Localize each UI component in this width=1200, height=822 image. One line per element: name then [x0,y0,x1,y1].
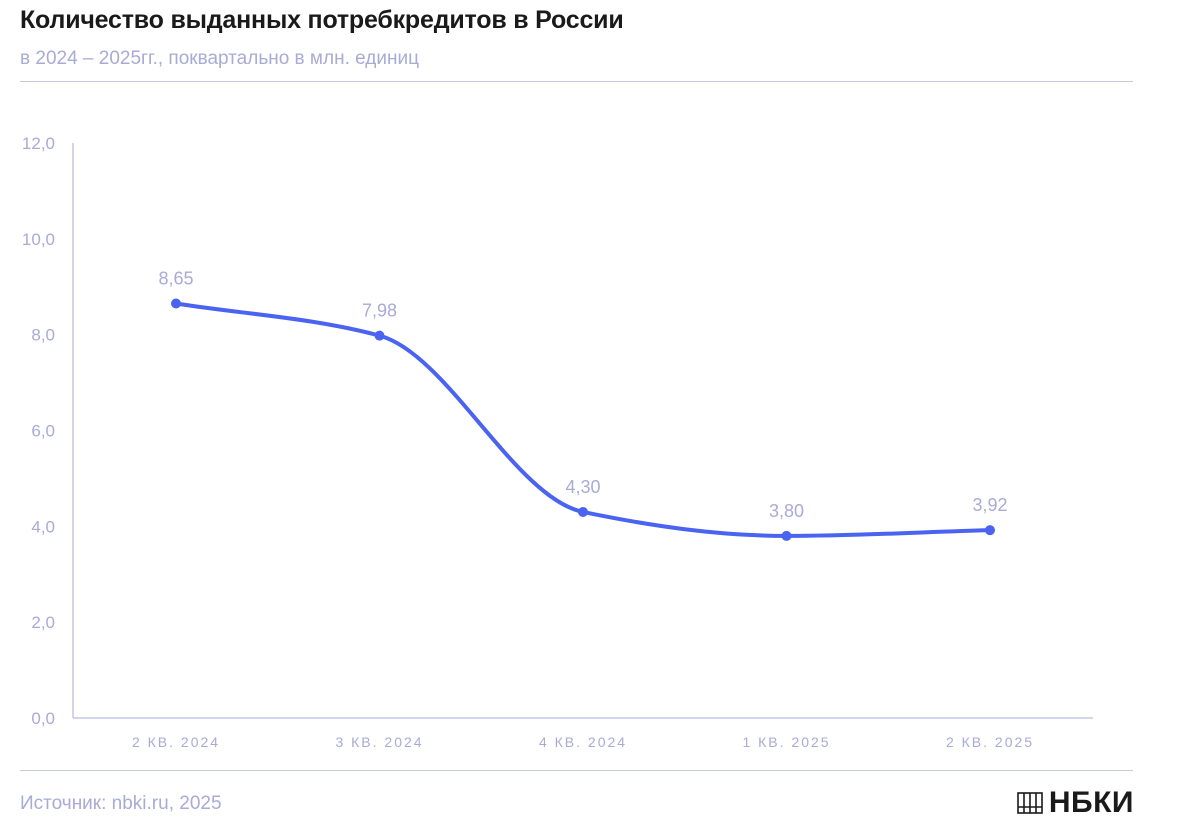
logo-mark-icon [1017,792,1043,814]
data-point [171,298,181,309]
nbki-logo: НБКИ [1017,786,1134,820]
data-label: 7,98 [362,301,397,321]
y-tick-label: 2,0 [31,613,55,632]
data-label: 8,65 [158,269,193,289]
x-tick-labels: 2 КВ. 2024 3 КВ. 2024 4 КВ. 2024 1 КВ. 2025… [132,734,1034,750]
x-tick-label: 3 КВ. 2024 [335,734,423,750]
y-tick-label: 12,0 [22,134,55,153]
y-tick-label: 10,0 [22,230,55,249]
x-tick-label: 1 КВ. 2025 [742,734,830,750]
header-divider [20,81,1133,82]
data-point [374,330,385,341]
data-point [578,506,588,517]
x-tick-label: 2 КВ. 2024 [132,734,220,750]
y-tick-label: 8,0 [31,326,55,345]
data-points [171,298,995,541]
x-tick-label: 2 КВ. 2025 [946,734,1034,750]
series-line [174,301,992,538]
y-tick-label: 6,0 [31,422,55,441]
logo-text: НБКИ [1048,786,1134,819]
data-label: 3,92 [972,495,1007,515]
chart-title: Количество выданных потребкредитов в Рос… [20,6,624,34]
x-tick-label: 4 КВ. 2024 [539,734,627,750]
chart-subtitle: в 2024 – 2025гг., поквартально в млн. ед… [20,48,419,69]
data-label: 4,30 [565,477,600,497]
data-point [781,530,792,541]
data-label: 3,80 [769,501,804,521]
y-tick-label: 4,0 [31,517,55,536]
y-tick-labels: 0,0 2,0 4,0 6,0 8,0 10,0 12,0 [22,134,55,728]
data-labels: 8,65 7,98 4,30 3,80 3,92 [158,269,1007,521]
source-note: Источник: nbki.ru, 2025 [20,793,222,814]
line-chart: 0,0 2,0 4,0 6,0 8,0 10,0 12,0 2 КВ. 2024 3 КВ. … [22,134,1093,750]
y-tick-label: 0,0 [31,709,55,728]
data-point [985,525,995,536]
footer-divider [20,770,1133,771]
